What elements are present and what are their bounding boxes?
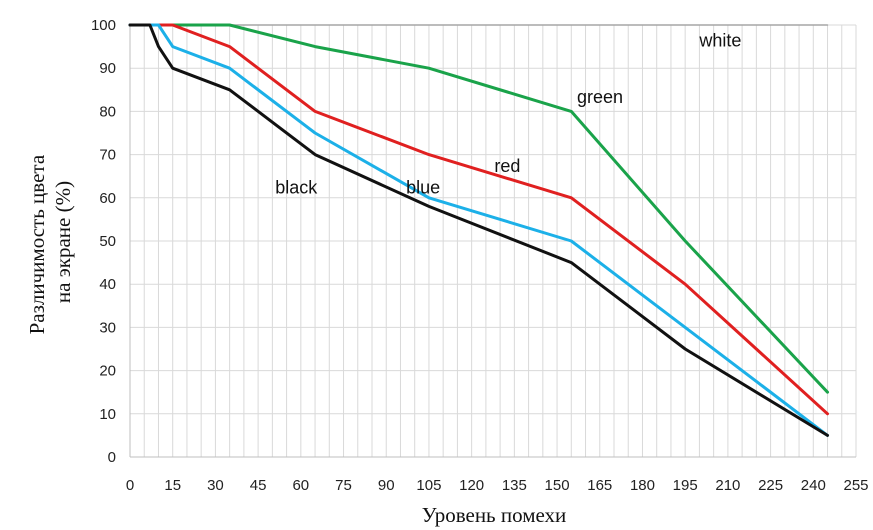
y-axis-title: Различимость цвета на экране (%) — [25, 150, 75, 335]
x-tick-labels: 0 15 30 45 60 75 90 105 120 135 150 165 180 195 210 225… — [126, 477, 869, 494]
series-label-black: black — [275, 177, 318, 197]
y-tick-label: 90 — [99, 60, 116, 77]
y-axis-title-line-2: на экране (%) — [51, 181, 75, 303]
y-tick-label: 100 — [91, 17, 116, 34]
series-label-blue: blue — [406, 177, 440, 197]
x-axis-title: Уровень помехи — [422, 503, 567, 527]
grid — [129, 24, 857, 458]
x-tick-label: 210 — [715, 477, 740, 494]
series-line-red — [128, 23, 829, 416]
x-tick-label: 165 — [587, 477, 612, 494]
series-line-black — [128, 23, 829, 437]
series-lines — [128, 23, 829, 437]
x-tick-label: 45 — [250, 477, 267, 494]
x-tick-label: 150 — [545, 477, 570, 494]
y-tick-label: 40 — [99, 276, 116, 293]
x-tick-label: 225 — [758, 477, 783, 494]
x-tick-label: 75 — [335, 477, 352, 494]
x-tick-label: 240 — [801, 477, 826, 494]
x-tick-label: 180 — [630, 477, 655, 494]
y-tick-label: 10 — [99, 406, 116, 423]
y-tick-label: 20 — [99, 363, 116, 380]
x-tick-label: 90 — [378, 477, 395, 494]
series-label-white: white — [698, 31, 741, 51]
x-tick-label: 135 — [502, 477, 527, 494]
y-tick-label: 50 — [99, 233, 116, 250]
x-tick-label: 15 — [164, 477, 181, 494]
x-tick-label: 30 — [207, 477, 224, 494]
x-tick-label: 195 — [673, 477, 698, 494]
series-labels: white green red blue black — [275, 31, 741, 198]
y-tick-label: 80 — [99, 103, 116, 120]
series-label-red: red — [494, 156, 520, 176]
x-tick-label: 0 — [126, 477, 134, 494]
x-tick-label: 105 — [416, 477, 441, 494]
series-label-green: green — [577, 87, 623, 107]
x-tick-label: 255 — [843, 477, 868, 494]
y-tick-label: 30 — [99, 319, 116, 336]
series-line-blue — [128, 23, 829, 437]
x-tick-label: 120 — [459, 477, 484, 494]
x-tick-label: 60 — [292, 477, 309, 494]
y-axis-title-line-1: Различимость цвета — [25, 154, 49, 334]
y-tick-label: 0 — [108, 449, 116, 466]
y-tick-label: 70 — [99, 147, 116, 164]
axes — [129, 25, 856, 458]
y-tick-labels: 0 10 20 30 40 50 60 70 80 90 100 — [91, 17, 116, 466]
y-tick-label: 60 — [99, 190, 116, 207]
series-line-green — [128, 23, 829, 394]
